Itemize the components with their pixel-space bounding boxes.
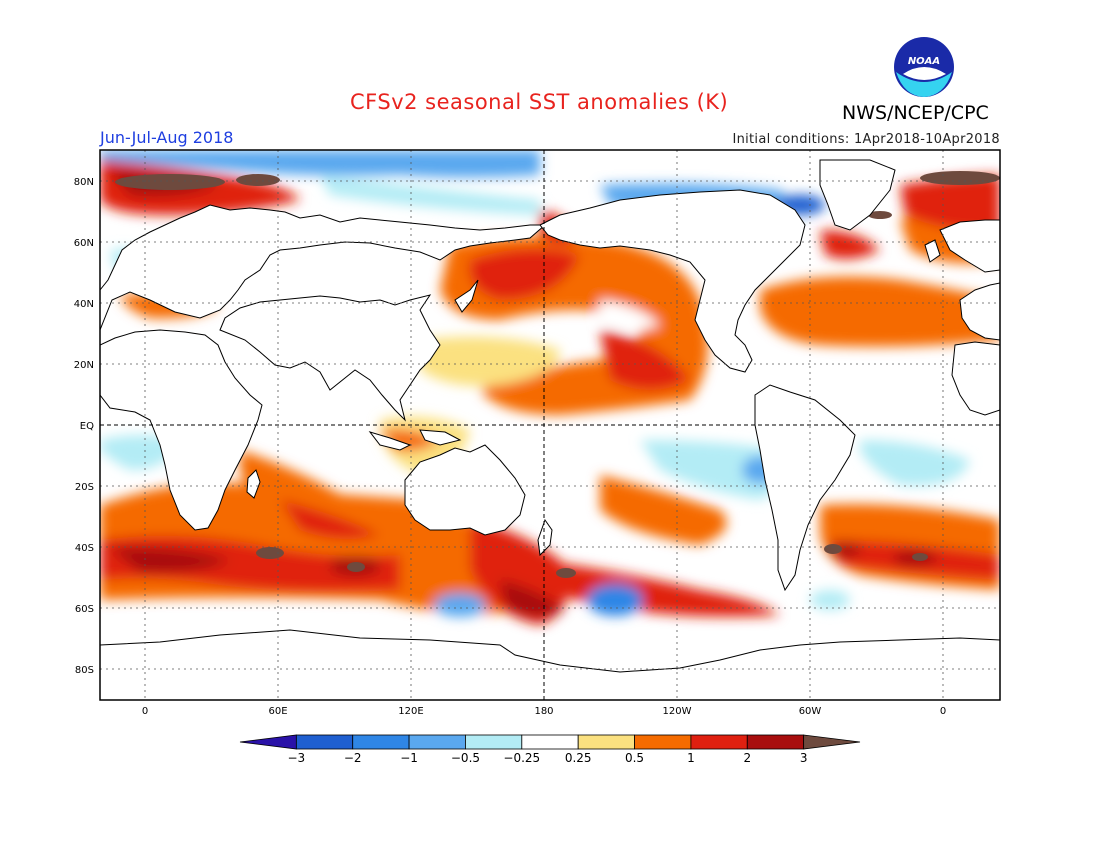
colorbar: −3 −2 −1 −0.5 −0.25 0.25 0.5 1 2 3: [239, 734, 861, 765]
initial-conditions-label: Initial conditions: 1Apr2018-10Apr2018: [732, 132, 1000, 147]
longitude-labels: 0 60E 120E 180 120W 60W 0: [142, 706, 946, 717]
lat-label-20n: 20N: [74, 360, 94, 371]
map-title: CFSv2 seasonal SST anomalies (K): [350, 90, 729, 114]
season-label: Jun-Jul-Aug 2018: [100, 128, 234, 147]
colorbar-label: 0.25: [565, 751, 592, 765]
map-frame: [99, 149, 1001, 701]
colorbar-arrow-high: [803, 734, 861, 750]
lat-label-60n: 60N: [74, 238, 94, 249]
latitude-labels: 80N 60N 40N 20N EQ 20S 40S 60S 80S: [74, 177, 94, 676]
noaa-logo-text: NOAA: [908, 56, 940, 67]
colorbar-label: 0.5: [625, 751, 644, 765]
colorbar-arrow-low: [239, 734, 297, 750]
colorbar-segment: [408, 734, 466, 750]
lat-label-80s: 80S: [75, 665, 94, 676]
colorbar-label: 1: [687, 751, 695, 765]
colorbar-label: −2: [344, 751, 362, 765]
colorbar-label: −1: [400, 751, 418, 765]
lat-label-40n: 40N: [74, 299, 94, 310]
noaa-logo-icon: NOAA: [894, 37, 954, 97]
colorbar-segment: [746, 734, 805, 750]
lon-label-60e: 60E: [268, 706, 287, 717]
coastlines: [100, 159, 1000, 700]
lat-label-eq: EQ: [80, 421, 94, 432]
colorbar-segment: [577, 734, 635, 750]
lat-label-60s: 60S: [75, 604, 94, 615]
lon-label-0-right: 0: [940, 706, 946, 717]
colorbar-segment: [634, 734, 692, 750]
colorbar-segment: [465, 734, 523, 750]
lat-label-80n: 80N: [74, 177, 94, 188]
colorbar-label: −0.25: [503, 751, 540, 765]
lat-label-40s: 40S: [75, 543, 94, 554]
map-field: [100, 150, 1000, 700]
lon-label-0: 0: [142, 706, 148, 717]
lon-label-120e: 120E: [398, 706, 423, 717]
colorbar-label: −3: [288, 751, 306, 765]
lon-label-60w: 60W: [799, 706, 822, 717]
colorbar-segment: [295, 734, 354, 750]
colorbar-segment: [690, 734, 748, 750]
agency-label: NWS/NCEP/CPC: [842, 102, 989, 124]
colorbar-segment: [352, 734, 410, 750]
lon-label-120w: 120W: [663, 706, 692, 717]
lat-lon-grid: [100, 150, 1000, 700]
colorbar-label: 2: [743, 751, 751, 765]
lat-label-20s: 20S: [75, 482, 94, 493]
colorbar-label: 3: [800, 751, 808, 765]
colorbar-label: −0.5: [451, 751, 480, 765]
lon-label-180: 180: [534, 706, 553, 717]
colorbar-segment: [521, 734, 579, 750]
